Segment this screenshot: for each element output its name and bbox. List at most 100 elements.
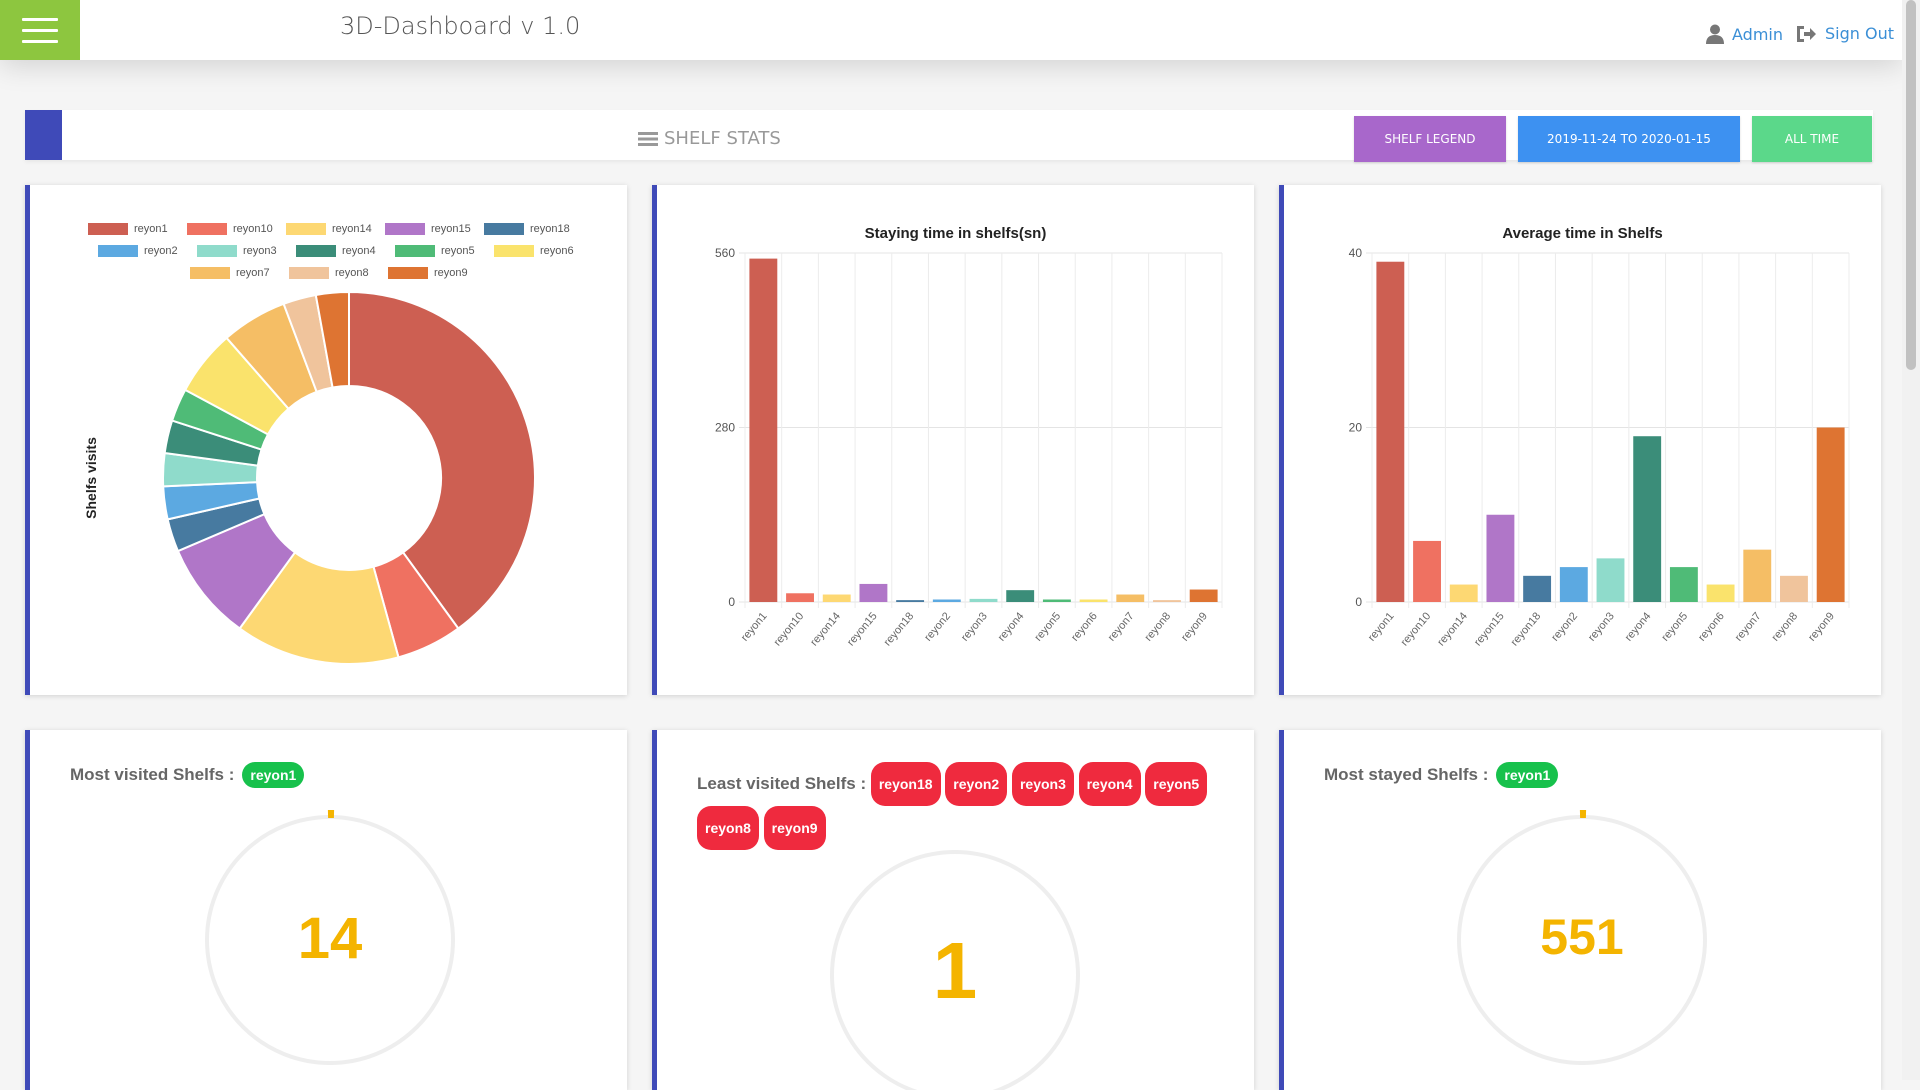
- bar[interactable]: [1006, 590, 1035, 602]
- bar[interactable]: [1669, 567, 1698, 602]
- least-visited-badge: reyon3: [1011, 762, 1074, 806]
- top-bar: [0, 0, 1902, 60]
- sign-out-link[interactable]: Sign Out: [1795, 24, 1894, 43]
- bar[interactable]: [896, 600, 925, 602]
- legend-swatch: [286, 223, 326, 235]
- legend-label: reyon7: [236, 267, 270, 279]
- admin-link[interactable]: Admin: [1706, 24, 1783, 44]
- visits-chart-card: reyon1 reyon10 reyon14 reyon15 reyon18 reyon2…: [25, 185, 627, 695]
- bar[interactable]: [1633, 436, 1662, 602]
- least-visited-badge: reyon9: [763, 806, 826, 850]
- bar[interactable]: [1816, 427, 1845, 603]
- legend-item[interactable]: reyon3: [197, 245, 277, 257]
- admin-label: Admin: [1732, 24, 1783, 44]
- legend-item[interactable]: reyon10: [187, 223, 273, 235]
- x-tick-label: reyon15: [1472, 610, 1507, 648]
- least-visited-label: Least visited Shelfs :: [697, 774, 867, 793]
- least-visited-value: 1: [932, 926, 978, 1015]
- legend-swatch: [289, 267, 329, 279]
- least-visited-badge: reyon2: [945, 762, 1008, 806]
- bar[interactable]: [969, 598, 998, 602]
- hamburger-menu-icon[interactable]: [0, 0, 80, 60]
- least-visited-badge: reyon8: [697, 806, 759, 850]
- bar[interactable]: [1042, 599, 1071, 602]
- bar[interactable]: [1116, 594, 1145, 602]
- legend-label: reyon14: [332, 223, 372, 235]
- legend-swatch: [98, 245, 138, 257]
- legend-item[interactable]: reyon15: [385, 223, 471, 235]
- least-visited-badge: reyon5: [1145, 762, 1208, 806]
- bar[interactable]: [1780, 575, 1808, 602]
- bar[interactable]: [1413, 540, 1441, 602]
- pie-slice[interactable]: [348, 290, 536, 630]
- sign-out-icon: [1797, 25, 1816, 42]
- staying-time-chart-title: Staying time in shelfs(sn): [864, 225, 1047, 242]
- pie-slice[interactable]: [314, 290, 350, 389]
- average-time-chart-title: Average time in Shelfs: [1502, 225, 1663, 242]
- x-tick-label: reyon18: [882, 610, 917, 648]
- most-visited-gauge: [205, 809, 455, 1065]
- bar[interactable]: [1153, 600, 1181, 602]
- y-tick-label: 20: [1349, 421, 1363, 435]
- scrollbar-thumb[interactable]: [1906, 0, 1916, 370]
- y-tick-label: 280: [715, 421, 735, 435]
- least-visited-card: Least visited Shelfs : reyon18 reyon2 re…: [652, 730, 1254, 1090]
- legend-item[interactable]: reyon8: [289, 267, 369, 279]
- least-visited-badge: reyon4: [1078, 762, 1141, 806]
- x-tick-label: reyon14: [1435, 610, 1470, 648]
- legend-swatch: [197, 245, 237, 257]
- x-tick-label: reyon9: [1179, 610, 1210, 643]
- x-tick-label: reyon6: [1696, 610, 1727, 643]
- legend-item[interactable]: reyon18: [484, 223, 570, 235]
- legend-label: reyon4: [342, 245, 376, 257]
- sign-out-label: Sign Out: [1825, 24, 1894, 43]
- legend-item[interactable]: reyon7: [190, 267, 270, 279]
- x-tick-label: reyon14: [808, 610, 843, 648]
- legend-item[interactable]: reyon1: [88, 223, 168, 235]
- legend-swatch: [395, 245, 435, 257]
- bar[interactable]: [749, 258, 778, 602]
- most-visited-card: Most visited Shelfs : reyon1 14: [25, 730, 627, 1090]
- bar[interactable]: [786, 593, 814, 602]
- bar[interactable]: [1486, 514, 1515, 602]
- x-tick-label: reyon8: [1142, 610, 1173, 643]
- bar[interactable]: [859, 583, 888, 602]
- shelf-legend-button[interactable]: SHELF LEGEND: [1354, 116, 1506, 162]
- legend-item[interactable]: reyon6: [494, 245, 574, 257]
- x-tick-label: reyon5: [1659, 610, 1690, 643]
- most-stayed-gauge: [1457, 809, 1707, 1065]
- legend-label: reyon1: [134, 223, 168, 235]
- most-visited-label: Most visited Shelfs :: [70, 765, 235, 784]
- stats-title-text: SHELF STATS: [664, 128, 781, 149]
- y-tick-label: 0: [728, 595, 735, 609]
- legend-item[interactable]: reyon9: [388, 267, 468, 279]
- bar[interactable]: [1376, 261, 1405, 602]
- bar[interactable]: [1743, 549, 1772, 602]
- x-tick-label: reyon3: [959, 610, 990, 643]
- most-visited-value: 14: [297, 906, 363, 971]
- bar[interactable]: [1189, 589, 1218, 602]
- y-tick-label: 40: [1349, 246, 1363, 260]
- bar[interactable]: [1706, 584, 1735, 602]
- most-stayed-value: 551: [1540, 909, 1624, 965]
- bar[interactable]: [1596, 558, 1625, 602]
- y-tick-label: 0: [1355, 595, 1362, 609]
- stats-bar-accent: [25, 110, 62, 160]
- bar[interactable]: [1079, 599, 1108, 602]
- bar[interactable]: [932, 599, 961, 602]
- most-visited-badge: reyon1: [242, 762, 305, 788]
- legend-item[interactable]: reyon2: [98, 245, 178, 257]
- bar[interactable]: [1449, 584, 1478, 602]
- bar[interactable]: [822, 594, 851, 602]
- legend-item[interactable]: reyon4: [296, 245, 376, 257]
- bar[interactable]: [1559, 567, 1588, 602]
- legend-item[interactable]: reyon5: [395, 245, 475, 257]
- bar[interactable]: [1523, 575, 1552, 602]
- all-time-button[interactable]: ALL TIME: [1752, 116, 1872, 162]
- x-tick-label: reyon7: [1106, 610, 1137, 643]
- x-tick-label: reyon6: [1069, 610, 1100, 643]
- user-icon: [1706, 24, 1724, 44]
- legend-item[interactable]: reyon14: [286, 223, 372, 235]
- date-range-button[interactable]: 2019-11-24 TO 2020-01-15: [1518, 116, 1740, 162]
